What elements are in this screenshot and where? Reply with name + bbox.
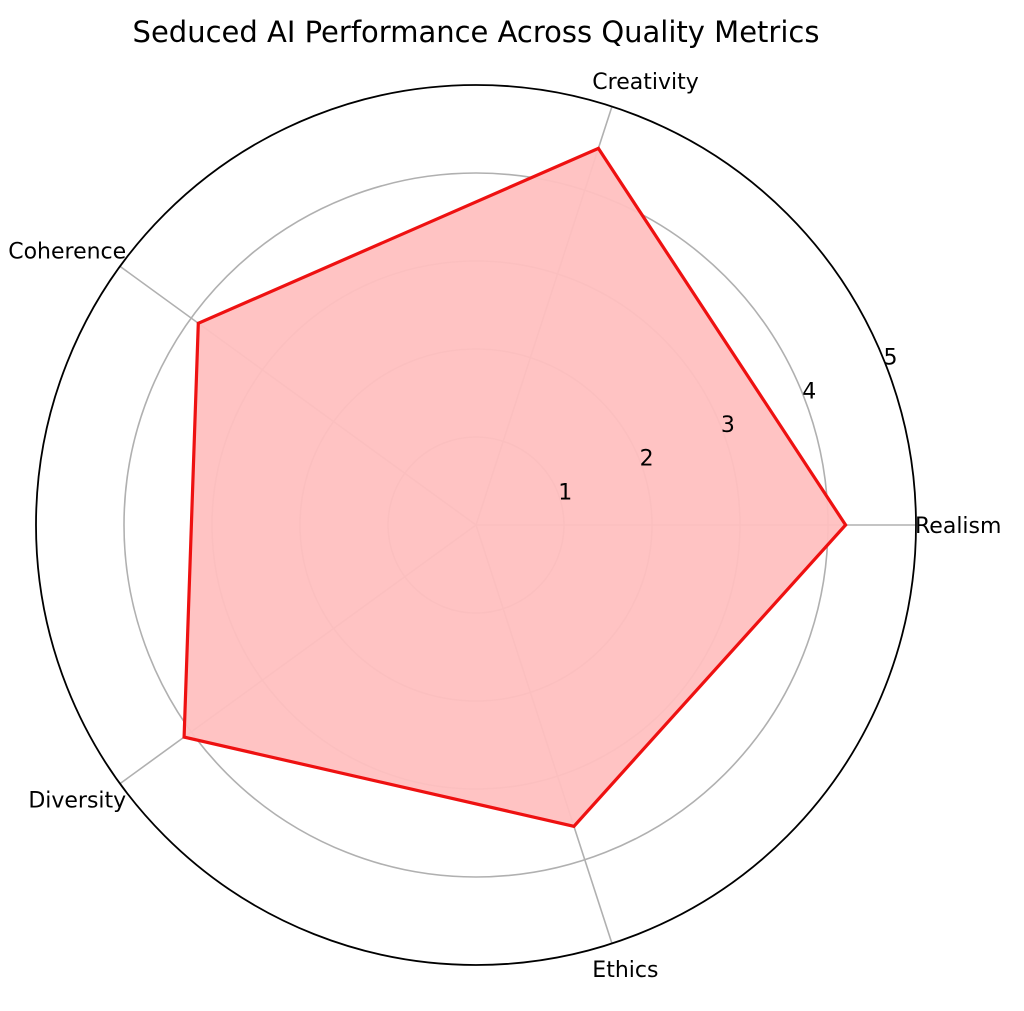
radial-tick-label-4: 4 bbox=[802, 379, 816, 404]
outer-frame bbox=[35, 84, 917, 966]
data-point-ethics bbox=[572, 824, 576, 828]
chart-title: Seduced AI Performance Across Quality Me… bbox=[133, 15, 820, 49]
radial-tick-label-3: 3 bbox=[721, 413, 735, 438]
radial-tick-label-5: 5 bbox=[884, 346, 898, 371]
category-label-coherence: Coherence bbox=[8, 240, 126, 265]
series-area bbox=[184, 148, 846, 827]
category-label-ethics: Ethics bbox=[592, 958, 658, 983]
data-point-diversity bbox=[182, 735, 186, 739]
series-line bbox=[182, 146, 848, 829]
category-label-creativity: Creativity bbox=[592, 70, 698, 95]
data-layer bbox=[182, 146, 848, 829]
category-label-realism: Realism bbox=[915, 514, 1001, 539]
data-point-creativity bbox=[596, 146, 600, 150]
data-point-coherence bbox=[196, 321, 200, 325]
data-point-realism bbox=[844, 523, 848, 527]
label-layer: Realism Creativity Coherence Diversity Ethic… bbox=[8, 70, 1001, 983]
radial-tick-label-2: 2 bbox=[640, 447, 654, 472]
category-label-diversity: Diversity bbox=[28, 788, 126, 813]
radial-tick-label-1: 1 bbox=[558, 480, 572, 505]
